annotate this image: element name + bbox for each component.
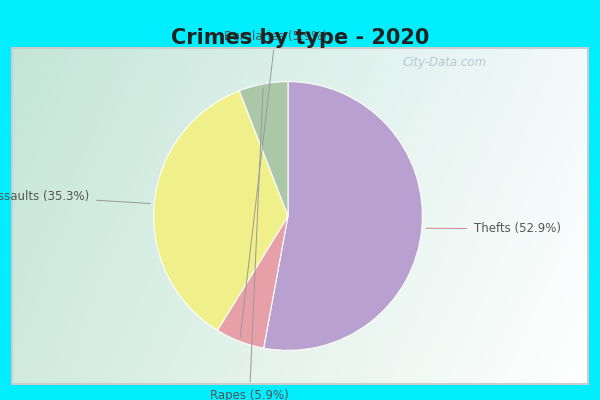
Text: City-Data.com: City-Data.com [402,56,487,69]
Wedge shape [154,91,288,330]
Text: Crimes by type - 2020: Crimes by type - 2020 [171,28,429,48]
Text: Rapes (5.9%): Rapes (5.9%) [210,88,289,400]
Text: Thefts (52.9%): Thefts (52.9%) [426,222,560,235]
Wedge shape [263,82,422,350]
Text: Assaults (35.3%): Assaults (35.3%) [0,190,150,204]
Wedge shape [239,82,288,216]
Text: Burglaries (5.9%): Burglaries (5.9%) [224,30,326,337]
Wedge shape [217,216,288,348]
